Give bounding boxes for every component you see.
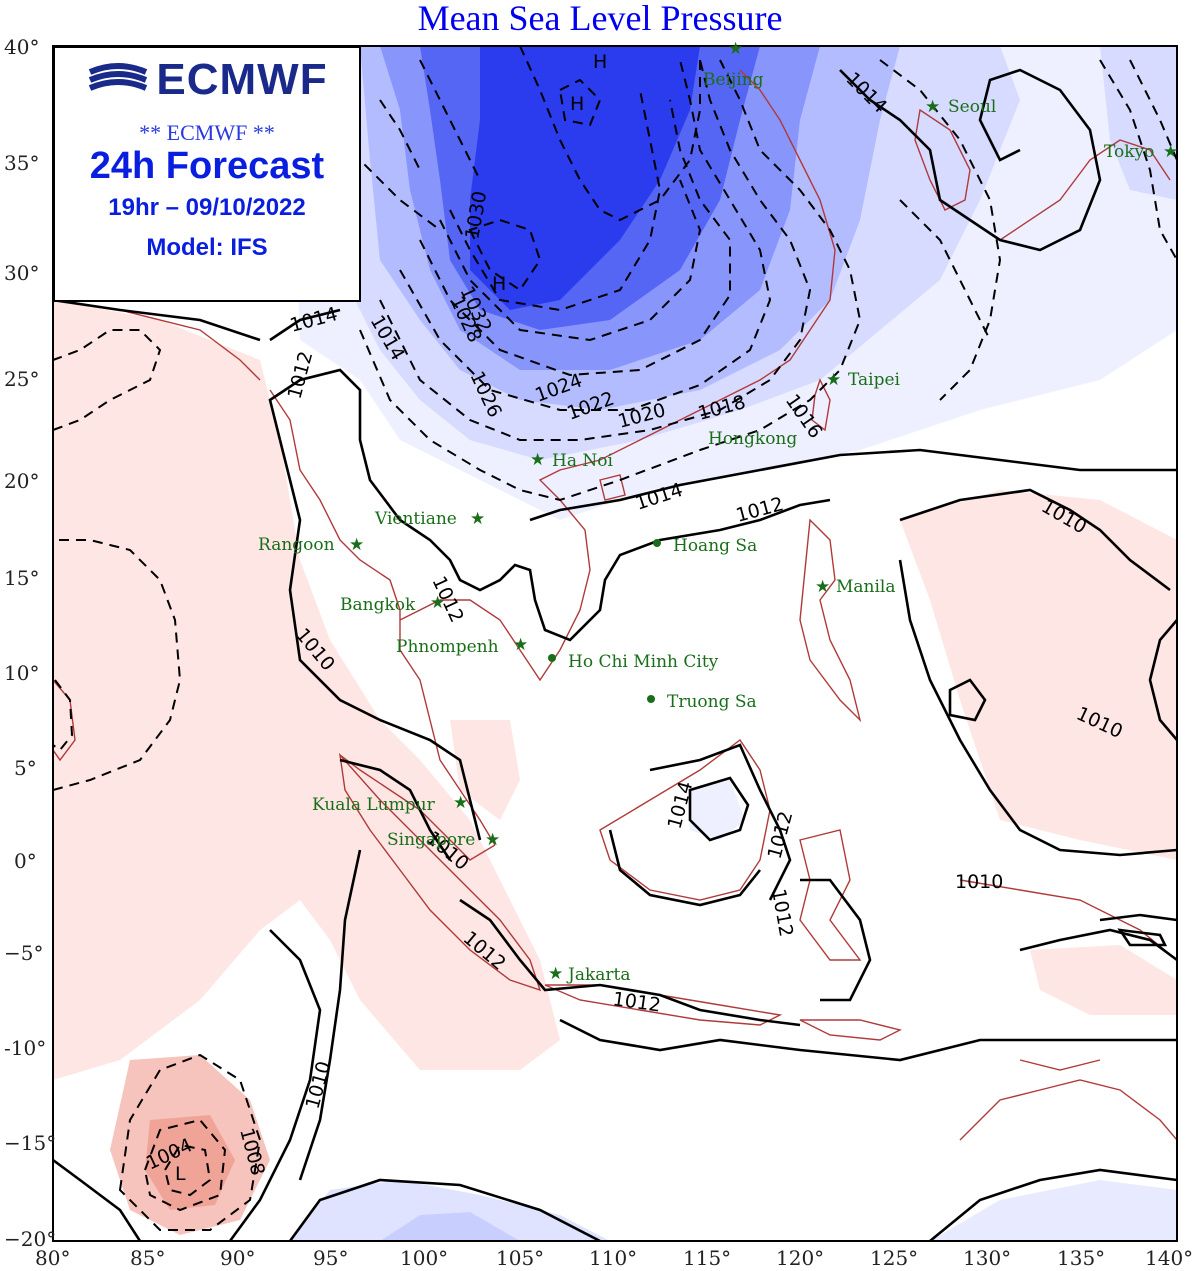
lat-tick: 5° xyxy=(14,756,37,780)
city-label: Phnompenh xyxy=(396,637,499,657)
city-marker: ★ xyxy=(815,577,830,597)
lon-tick: 100° xyxy=(400,1246,448,1270)
stars-line: ** ECMWF ** xyxy=(139,120,275,145)
lat-tick: 30° xyxy=(4,261,39,285)
city-label: Jakarta xyxy=(566,965,630,985)
lon-tick: 85° xyxy=(130,1246,165,1270)
city-marker: ★ xyxy=(485,830,500,850)
city-marker xyxy=(647,695,655,703)
lat-tick: −5° xyxy=(4,941,43,965)
model-name: Model: IFS xyxy=(146,234,268,261)
city-marker: ★ xyxy=(430,593,445,613)
lon-tick: 90° xyxy=(220,1246,255,1270)
high-band-1032 xyxy=(470,46,700,310)
city-marker xyxy=(653,539,661,547)
city-label: Ha Noi xyxy=(552,451,613,471)
lat-tick: 25° xyxy=(4,367,39,391)
city-label: Bangkok xyxy=(340,595,416,615)
lon-tick: 120° xyxy=(776,1246,824,1270)
city-marker: ★ xyxy=(349,535,364,555)
city-marker: ★ xyxy=(548,964,563,984)
city-label: Ho Chi Minh City xyxy=(568,652,719,672)
coastlines xyxy=(53,69,1177,1141)
city-marker: ★ xyxy=(925,97,940,117)
city-label: Manila xyxy=(836,577,896,597)
high-center: H xyxy=(570,93,584,115)
city-label: Tokyo xyxy=(1104,142,1154,162)
low-region-se xyxy=(1030,945,1177,1015)
high-region-borneo xyxy=(690,780,745,840)
lat-tick: 20° xyxy=(4,469,39,493)
lon-tick: 105° xyxy=(496,1246,544,1270)
lat-tick: -10° xyxy=(4,1036,46,1060)
low-region-west xyxy=(53,300,560,1080)
contour-label: 1010 xyxy=(955,871,1003,893)
city-label: Rangoon xyxy=(258,535,335,555)
city-label: Hoang Sa xyxy=(673,536,757,556)
lon-tick: 135° xyxy=(1057,1246,1105,1270)
lon-tick: 115° xyxy=(683,1246,731,1270)
lon-tick: 125° xyxy=(870,1246,918,1270)
forecast-info-box: ECMWF ** ECMWF ** 24h Forecast 19hr – 09… xyxy=(53,46,361,302)
city-label: Seoul xyxy=(948,97,996,117)
city-label: Truong Sa xyxy=(667,692,757,712)
city-label: Vientiane xyxy=(374,509,457,529)
city-marker: ★ xyxy=(826,370,841,390)
lon-tick: 110° xyxy=(589,1246,637,1270)
city-label: Beijing xyxy=(703,70,764,90)
lon-tick: 140° xyxy=(1145,1246,1193,1270)
lat-tick: 0° xyxy=(14,849,37,873)
city-marker: ★ xyxy=(470,509,485,529)
lat-tick: 15° xyxy=(4,566,39,590)
ecmwf-emblem-icon xyxy=(89,63,148,91)
city-marker: ★ xyxy=(728,39,743,59)
forecast-datetime: 19hr – 09/10/2022 xyxy=(108,194,306,221)
low-region-inner xyxy=(145,1115,235,1210)
high-center: H xyxy=(593,51,607,73)
high-region-south xyxy=(290,1180,610,1241)
city-label: Taipei xyxy=(848,370,901,390)
shading-layer xyxy=(53,46,1177,1241)
lon-tick: 130° xyxy=(963,1246,1011,1270)
high-center: H xyxy=(492,273,506,295)
map-frame xyxy=(52,45,1178,1242)
city-marker: ★ xyxy=(530,450,545,470)
lon-axis: 80° 85° 90° 95° 100° 105° 110° 115° 120°… xyxy=(35,1246,1193,1270)
low-region-east xyxy=(900,490,1177,860)
lat-tick: −15° xyxy=(4,1131,56,1155)
lat-tick: 40° xyxy=(4,35,39,59)
high-region-se-bottom xyxy=(930,1180,1177,1241)
city-marker: ★ xyxy=(1163,142,1178,162)
map-title: Mean Sea Level Pressure xyxy=(417,0,783,38)
high-region-south-inner xyxy=(380,1212,520,1241)
low-center: L xyxy=(175,1163,186,1185)
lon-tick: 95° xyxy=(313,1246,348,1270)
city-marker xyxy=(548,654,556,662)
city-markers: ★ Beijing ★ Seoul ★ Tokyo ★ Taipei Hongk… xyxy=(258,39,1178,985)
pressure-centers: H H H L xyxy=(175,51,607,1185)
ecmwf-logo: ECMWF xyxy=(55,54,359,106)
city-marker: ★ xyxy=(453,793,468,813)
lat-tick: 35° xyxy=(4,151,39,175)
city-label: Singapore xyxy=(387,830,475,850)
logo-text: ECMWF xyxy=(156,55,328,104)
city-label: Hongkong xyxy=(708,429,797,449)
lon-tick: 80° xyxy=(35,1246,70,1270)
city-marker: ★ xyxy=(513,635,528,655)
city-label: Kuala Lumpur xyxy=(312,795,436,815)
lat-tick: 10° xyxy=(4,661,39,685)
forecast-heading: 24h Forecast xyxy=(89,145,325,187)
lat-axis: 40° 35° 30° 25° 20° 15° 10° 5° 0° −5° -1… xyxy=(4,35,56,1251)
lat-tick: −20° xyxy=(4,1227,56,1251)
